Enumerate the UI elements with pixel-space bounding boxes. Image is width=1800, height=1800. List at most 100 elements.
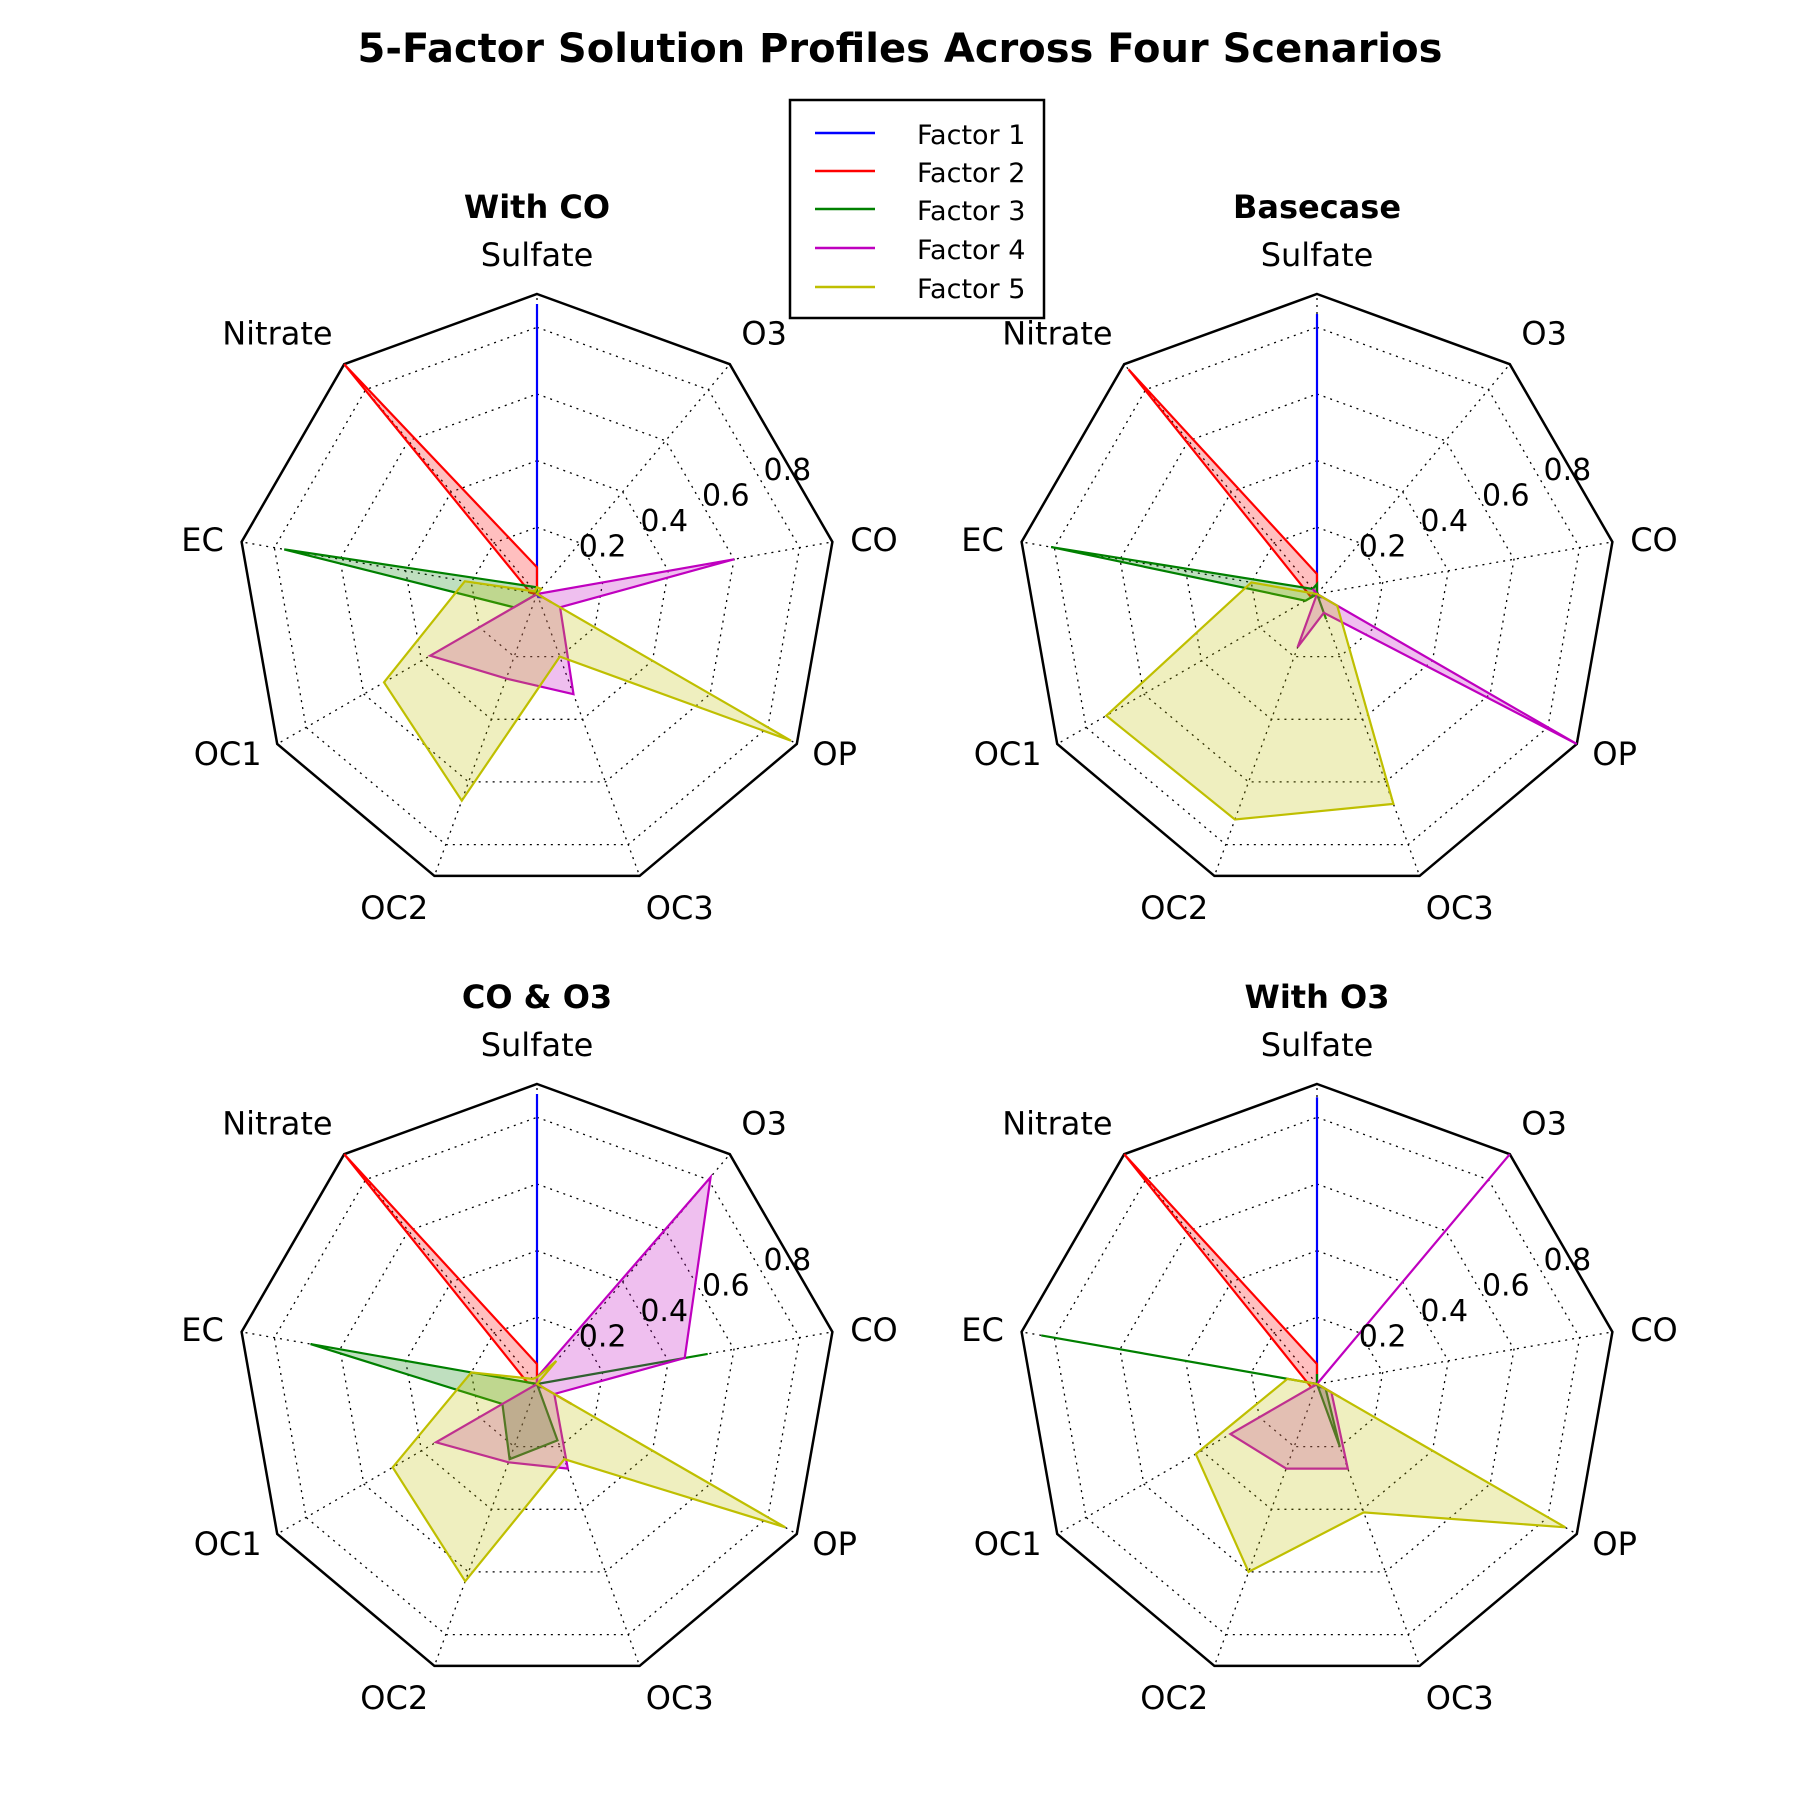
radial-tick-label: 0.4 — [640, 504, 688, 539]
axis-label-oc2: OC2 — [360, 889, 428, 927]
series-factor-5 — [391, 1360, 786, 1584]
legend-label: Factor 4 — [917, 235, 1025, 266]
axis-label-ec: EC — [961, 521, 1004, 559]
radar-frame — [1020, 292, 1614, 878]
axis-label-ec: EC — [961, 1311, 1004, 1349]
grid-spoke — [433, 593, 538, 877]
axis-label-op: OP — [812, 1525, 856, 1563]
radial-tick-label: 0.2 — [579, 530, 627, 565]
grid-ring — [1053, 326, 1581, 846]
radial-tick-label: 0.4 — [1420, 504, 1468, 539]
panel-title: CO & O3 — [462, 978, 612, 1016]
legend-label: Factor 3 — [917, 196, 1025, 227]
axis-label-oc2: OC2 — [360, 1679, 428, 1717]
series-factor-4 — [427, 558, 735, 696]
panel-title: Basecase — [1233, 188, 1401, 226]
radar-panel-basecase: 0.2 0.4 0.6 0.8 Sulfate O3 CO OP OC3 OC2 OC1 EC Nitr… — [961, 188, 1677, 927]
grid-spoke — [1316, 1331, 1613, 1385]
axis-label-oc3: OC3 — [646, 889, 714, 927]
axis-label-sulfate: Sulfate — [481, 1026, 594, 1064]
axis-label-nitrate: Nitrate — [1002, 1104, 1112, 1142]
grid-spoke — [433, 1383, 538, 1667]
radial-tick-label: 0.4 — [640, 1294, 688, 1329]
radial-tick-label: 0.6 — [702, 479, 750, 514]
radial-tick-label: 0.8 — [764, 453, 812, 488]
series-factor-2 — [1123, 1153, 1341, 1399]
panel-title: With CO — [464, 188, 610, 226]
grid-spoke — [1316, 541, 1613, 595]
panel-title: With O3 — [1245, 978, 1390, 1016]
radar-panel-co-o3: 0.2 0.4 0.6 0.8 Sulfate O3 CO OP OC3 OC2 OC1 EC Nitr… — [181, 978, 897, 1717]
grid-spoke — [1123, 363, 1318, 595]
axis-label-co: CO — [1630, 521, 1678, 559]
grid-spoke — [1123, 1153, 1318, 1385]
legend-label: Factor 5 — [917, 274, 1025, 305]
axis-label-nitrate: Nitrate — [1002, 314, 1112, 352]
axis-label-co: CO — [850, 521, 898, 559]
radar-panel-with-co: 0.2 0.4 0.6 0.8 Sulfate O3 CO OP OC3 OC2 OC1 EC Nitr… — [181, 188, 897, 927]
series-factor-1 — [532, 1094, 544, 1389]
axis-label-oc1: OC1 — [974, 1525, 1042, 1563]
radial-tick-label: 0.8 — [1544, 453, 1592, 488]
grid-spoke — [1316, 363, 1511, 595]
series-factor-4 — [1228, 1153, 1511, 1470]
axis-label-oc3: OC3 — [1426, 1679, 1494, 1717]
axis-label-o3: O3 — [741, 1104, 787, 1142]
axis-label-oc1: OC1 — [194, 1525, 262, 1563]
axis-label-op: OP — [1592, 1525, 1636, 1563]
legend-entry-factor-2: Factor 2 — [815, 158, 1025, 189]
axis-label-oc3: OC3 — [646, 1679, 714, 1717]
series-factor-5 — [1104, 581, 1395, 821]
radar-frame — [1020, 1082, 1614, 1668]
axis-label-oc1: OC1 — [974, 735, 1042, 773]
legend-entry-factor-5: Factor 5 — [815, 274, 1025, 305]
radial-tick-label: 0.6 — [1482, 479, 1530, 514]
axis-label-co: CO — [1630, 1311, 1678, 1349]
axis-label-oc2: OC2 — [1140, 1679, 1208, 1717]
grid-spoke — [1056, 593, 1318, 745]
axis-label-op: OP — [812, 735, 856, 773]
radar-panel-with-o3: 0.2 0.4 0.6 0.8 Sulfate O3 CO OP OC3 OC2 OC1 EC Nitr… — [961, 978, 1677, 1717]
grid-spoke — [1316, 593, 1421, 877]
series-factor-5 — [382, 580, 792, 803]
grid-ring — [1053, 1116, 1581, 1636]
grid-ring — [273, 1116, 801, 1636]
axis-label-sulfate: Sulfate — [481, 236, 594, 274]
axis-label-op: OP — [1592, 735, 1636, 773]
radial-tick-label: 0.2 — [1359, 1320, 1407, 1355]
radial-tick-label: 0.2 — [579, 1320, 627, 1355]
axis-label-o3: O3 — [1521, 314, 1567, 352]
series-factor-3 — [1050, 546, 1328, 620]
axis-label-sulfate: Sulfate — [1261, 1026, 1374, 1064]
radial-tick-label: 0.6 — [702, 1269, 750, 1304]
legend-entry-factor-3: Factor 3 — [815, 196, 1025, 227]
grid-spoke — [536, 593, 641, 877]
series-factor-1 — [1310, 314, 1324, 599]
radial-tick-label: 0.8 — [764, 1243, 812, 1278]
radar-panels: 0.2 0.4 0.6 0.8 Sulfate O3 CO OP OC3 OC2 OC1 EC Nitr… — [181, 188, 1677, 1717]
grid-spoke — [343, 363, 538, 595]
axis-label-oc3: OC3 — [1426, 889, 1494, 927]
grid-spoke — [1213, 1383, 1318, 1667]
radial-tick-label: 0.4 — [1420, 1294, 1468, 1329]
radial-tick-label: 0.6 — [1482, 1269, 1530, 1304]
radar-frame — [240, 1082, 834, 1668]
grid-ring — [273, 326, 801, 846]
axis-label-nitrate: Nitrate — [222, 314, 332, 352]
radial-tick-label: 0.8 — [1544, 1243, 1592, 1278]
axis-label-ec: EC — [181, 1311, 224, 1349]
series-factor-1 — [532, 304, 544, 599]
series-factor-4 — [433, 1173, 713, 1470]
figure-title: 5-Factor Solution Profiles Across Four S… — [358, 26, 1443, 72]
axis-label-oc2: OC2 — [1140, 889, 1208, 927]
series-factor-4 — [1296, 588, 1578, 745]
radial-tick-label: 0.2 — [1359, 530, 1407, 565]
axis-label-o3: O3 — [1521, 1104, 1567, 1142]
axis-label-sulfate: Sulfate — [1261, 236, 1374, 274]
legend-label: Factor 1 — [917, 120, 1025, 151]
legend-entry-factor-4: Factor 4 — [815, 235, 1025, 266]
grid-spoke — [536, 1153, 731, 1385]
axis-label-co: CO — [850, 1311, 898, 1349]
radar-frame — [240, 292, 834, 878]
